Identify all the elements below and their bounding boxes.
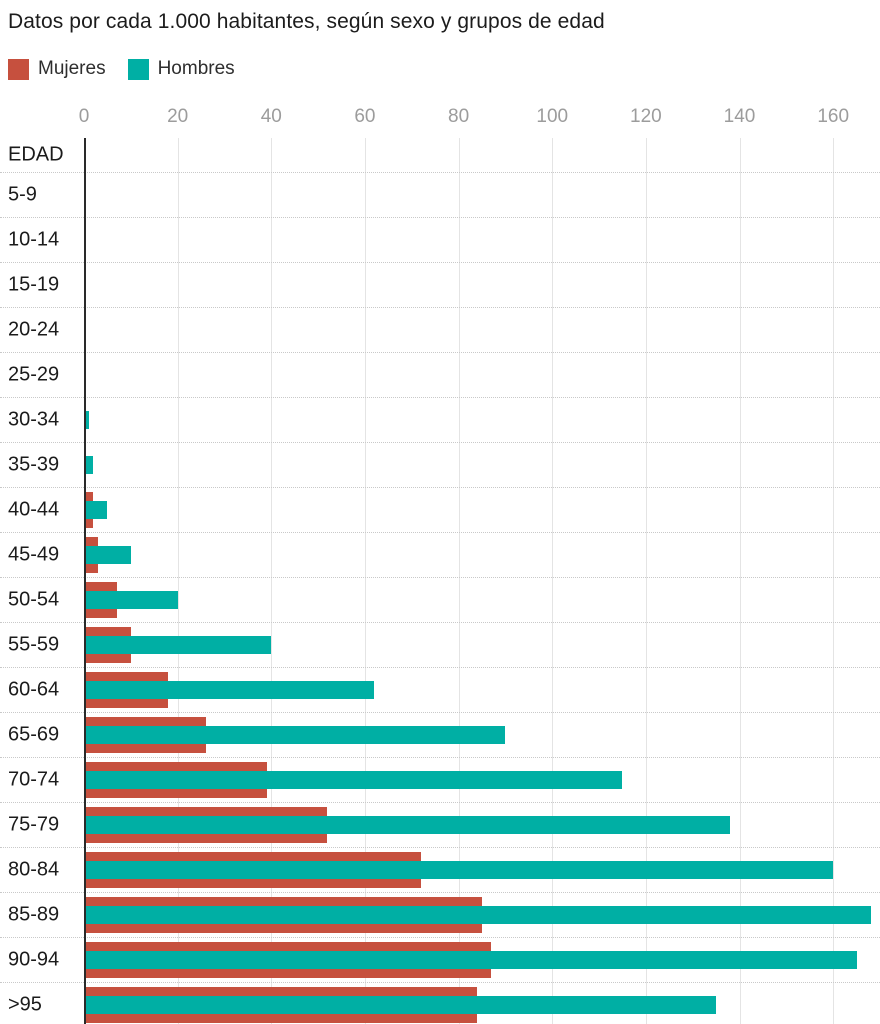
row-30-34: 30-34 (0, 398, 880, 443)
row-header-edad: EDAD (0, 138, 880, 173)
bar-hombres-65-69 (84, 726, 506, 744)
gridline-60 (364, 138, 366, 1024)
row-gt95: >95 (0, 983, 880, 1024)
plot-area: EDAD 5-9 10-14 15-19 20-24 25-29 30-34 35-39 40-… (0, 138, 880, 1024)
legend: Mujeres Hombres (8, 58, 235, 80)
age-group-label: 50-54 (8, 588, 60, 611)
gridline-100 (552, 138, 554, 1024)
age-group-label: 15-19 (8, 273, 60, 296)
age-group-label: 80-84 (8, 858, 60, 881)
bar-hombres-90-94 (84, 951, 857, 969)
row-45-49: 45-49 (0, 533, 880, 578)
chart-title: Datos por cada 1.000 habitantes, según s… (8, 10, 605, 33)
bar-hombres-50-54 (84, 591, 178, 609)
bar-hombres-45-49 (84, 546, 131, 564)
age-group-label: 65-69 (8, 723, 60, 746)
row-65-69: 65-69 (0, 713, 880, 758)
bar-hombres-55-59 (84, 636, 272, 654)
legend-label-mujeres: Mujeres (38, 58, 106, 79)
gridline-40 (271, 138, 273, 1024)
bar-hombres-80-84 (84, 861, 834, 879)
gridline-80 (458, 138, 460, 1024)
x-tick-label-0: 0 (78, 106, 90, 127)
gridline-20 (177, 138, 179, 1024)
row-75-79: 75-79 (0, 803, 880, 848)
row-55-59: 55-59 (0, 623, 880, 668)
row-40-44: 40-44 (0, 488, 880, 533)
x-tick-label-40: 40 (260, 106, 282, 127)
hombres-color-swatch (127, 58, 149, 80)
bar-hombres-60-64 (84, 681, 375, 699)
x-tick-label-160: 160 (817, 106, 850, 127)
x-tick-label-20: 20 (167, 106, 189, 127)
row-25-29: 25-29 (0, 353, 880, 398)
row-60-64: 60-64 (0, 668, 880, 713)
legend-item-hombres: Hombres (127, 58, 235, 80)
age-group-label: 90-94 (8, 948, 60, 971)
age-group-label: 60-64 (8, 678, 60, 701)
bar-hombres-35-39 (84, 456, 94, 474)
age-group-label: 20-24 (8, 318, 60, 341)
row-90-94: 90-94 (0, 938, 880, 983)
edad-header-label: EDAD (8, 143, 64, 166)
age-group-label: 35-39 (8, 453, 60, 476)
row-10-14: 10-14 (0, 218, 880, 263)
x-tick-label-80: 80 (448, 106, 470, 127)
row-50-54: 50-54 (0, 578, 880, 623)
row-15-19: 15-19 (0, 263, 880, 308)
bar-hombres-85-89 (84, 906, 871, 924)
legend-label-hombres: Hombres (157, 58, 235, 79)
row-35-39: 35-39 (0, 443, 880, 488)
row-5-9: 5-9 (0, 173, 880, 218)
x-tick-label-140: 140 (723, 106, 756, 127)
row-85-89: 85-89 (0, 893, 880, 938)
zero-axis-line (84, 138, 86, 1024)
age-group-label: 30-34 (8, 408, 60, 431)
row-20-24: 20-24 (0, 308, 880, 353)
gridline-120 (645, 138, 647, 1024)
age-group-label: 10-14 (8, 228, 60, 251)
age-group-label: 25-29 (8, 363, 60, 386)
age-group-label: 40-44 (8, 498, 60, 521)
row-80-84: 80-84 (0, 848, 880, 893)
age-group-label: 70-74 (8, 768, 60, 791)
row-70-74: 70-74 (0, 758, 880, 803)
age-group-label: 75-79 (8, 813, 60, 836)
age-group-label: 85-89 (8, 903, 60, 926)
mujeres-color-swatch (8, 58, 29, 80)
bar-hombres-gt95 (84, 996, 717, 1014)
age-group-label: >95 (8, 993, 42, 1016)
bar-rows: EDAD 5-9 10-14 15-19 20-24 25-29 30-34 35-39 40-… (0, 138, 880, 1024)
legend-item-mujeres: Mujeres (8, 58, 106, 80)
x-axis-tick-labels: 0 20 40 60 80 100 120 140 160 (0, 100, 880, 134)
age-group-label: 5-9 (8, 183, 37, 206)
age-group-label: 55-59 (8, 633, 60, 656)
gridline-160 (833, 138, 835, 1024)
bar-hombres-75-79 (84, 816, 731, 834)
x-tick-label-120: 120 (630, 106, 662, 127)
gridline-140 (739, 138, 741, 1024)
age-group-label: 45-49 (8, 543, 60, 566)
x-tick-label-100: 100 (536, 106, 569, 127)
bar-hombres-70-74 (84, 771, 623, 789)
bar-hombres-40-44 (84, 501, 108, 519)
x-tick-label-60: 60 (354, 106, 376, 127)
bar-hombres-30-34 (84, 411, 89, 429)
